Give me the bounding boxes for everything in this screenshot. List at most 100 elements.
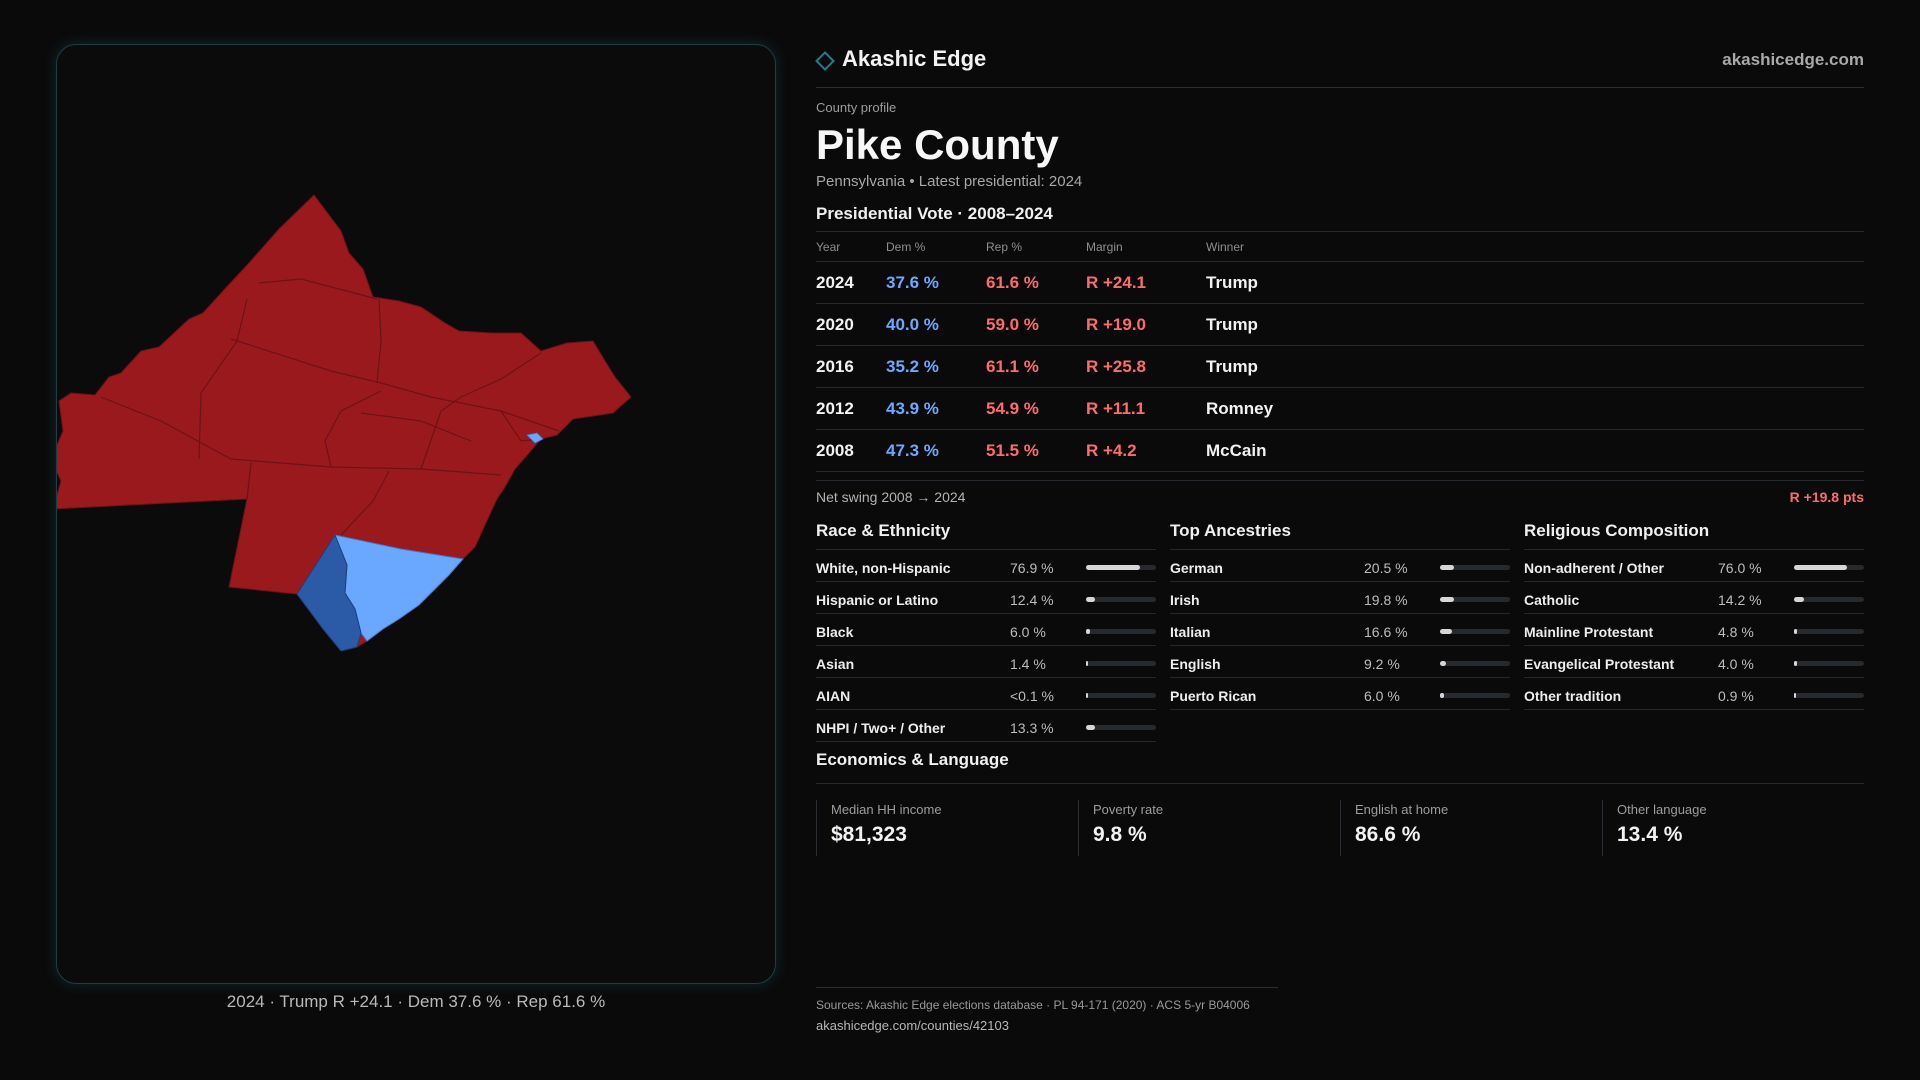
list-item: Catholic 14.2 %: [1524, 582, 1864, 614]
list-item: Puerto Rican 6.0 %: [1170, 678, 1510, 710]
col-header-rep: Rep %: [986, 239, 1023, 254]
demo-label: Irish: [1170, 592, 1200, 608]
cell-dem: 43.9 %: [886, 398, 939, 418]
map-region-dem-dark[interactable]: [296, 533, 362, 652]
demo-value: 9.2 %: [1364, 656, 1400, 672]
profile-eyebrow: County profile: [816, 100, 897, 115]
demo-label: English: [1170, 656, 1221, 672]
demo-bar-track: [1794, 597, 1864, 602]
demo-bar-fill: [1440, 693, 1444, 698]
economics-section-title: Economics & Language: [816, 750, 1864, 784]
list-item: German 20.5 %: [1170, 550, 1510, 582]
net-swing-label: Net swing 2008 → 2024: [816, 489, 966, 505]
econ-other-language: Other language 13.4 %: [1602, 800, 1864, 856]
map-region-dem-small[interactable]: [526, 432, 544, 444]
list-item: Mainline Protestant 4.8 %: [1524, 614, 1864, 646]
cell-rep: 59.0 %: [986, 314, 1039, 334]
demo-value: 12.4 %: [1010, 592, 1054, 608]
cell-rep: 61.6 %: [986, 272, 1039, 292]
econ-median-income: Median HH income $81,323: [816, 800, 1078, 856]
cell-dem: 47.3 %: [886, 440, 939, 460]
cell-winner: Romney: [1206, 398, 1274, 418]
cell-year: 2024: [816, 272, 854, 292]
cell-margin: R +24.1: [1086, 272, 1147, 292]
demo-label: German: [1170, 560, 1223, 576]
demo-value: 76.0 %: [1718, 560, 1762, 576]
religion-section-title: Religious Composition: [1524, 520, 1864, 550]
list-item: Irish 19.8 %: [1170, 582, 1510, 614]
list-item: English 9.2 %: [1170, 646, 1510, 678]
econ-value: 86.6 %: [1355, 823, 1421, 846]
cell-rep: 51.5 %: [986, 440, 1039, 460]
demo-value: 14.2 %: [1718, 592, 1762, 608]
economics-grid: Median HH income $81,323 Poverty rate 9.…: [816, 800, 1864, 856]
list-item: Other tradition 0.9 %: [1524, 678, 1864, 710]
demo-bar-track: [1086, 725, 1156, 730]
demo-value: 0.9 %: [1718, 688, 1754, 704]
econ-label: English at home: [1355, 802, 1449, 817]
race-section-title: Race & Ethnicity: [816, 520, 1156, 550]
demo-bar-fill: [1086, 661, 1088, 666]
demo-bar-track: [1086, 661, 1156, 666]
cell-winner: Trump: [1206, 314, 1258, 334]
demo-bar-track: [1086, 597, 1156, 602]
demo-value: 6.0 %: [1010, 624, 1046, 640]
demo-bar-fill: [1440, 597, 1454, 602]
econ-label: Median HH income: [831, 802, 942, 817]
vote-table-header: Year Dem % Rep % Margin Winner: [816, 232, 1864, 262]
cell-margin: R +4.2: [1086, 440, 1137, 460]
sources-url[interactable]: akashicedge.com/counties/42103: [816, 1018, 1009, 1033]
religion-section: Religious Composition Non-adherent / Oth…: [1524, 520, 1864, 710]
demo-label: AIAN: [816, 688, 851, 704]
cell-margin: R +25.8: [1086, 356, 1147, 376]
demo-bar-track: [1794, 661, 1864, 666]
demo-value: 4.0 %: [1718, 656, 1754, 672]
demo-label: Non-adherent / Other: [1524, 560, 1665, 576]
cell-dem: 35.2 %: [886, 356, 939, 376]
sources-text: Sources: Akashic Edge elections database…: [816, 998, 1250, 1012]
demo-bar-track: [1440, 629, 1510, 634]
demo-value: 6.0 %: [1364, 688, 1400, 704]
demo-value: <0.1 %: [1010, 688, 1054, 704]
cell-year: 2008: [816, 440, 854, 460]
net-swing-value: R +19.8 pts: [1789, 489, 1864, 505]
demo-label: Black: [816, 624, 854, 640]
ancestry-section: Top Ancestries German 20.5 % Irish 19.8 % It…: [1170, 520, 1510, 710]
diamond-logo-icon: [815, 51, 835, 71]
cell-year: 2020: [816, 314, 854, 334]
demo-label: Other tradition: [1524, 688, 1622, 704]
table-row: 2012 43.9 % 54.9 % R +11.1 Romney: [816, 388, 1864, 430]
econ-value: 13.4 %: [1617, 823, 1683, 846]
list-item: Asian 1.4 %: [816, 646, 1156, 678]
demo-label: Hispanic or Latino: [816, 592, 939, 608]
demo-bar-fill: [1440, 661, 1446, 666]
demo-label: White, non-Hispanic: [816, 560, 951, 576]
cell-dem: 37.6 %: [886, 272, 939, 292]
econ-english-at-home: English at home 86.6 %: [1340, 800, 1602, 856]
demo-label: Italian: [1170, 624, 1211, 640]
cell-year: 2016: [816, 356, 854, 376]
sources-footer: Sources: Akashic Edge elections database…: [816, 987, 1278, 1033]
demo-bar-track: [1440, 661, 1510, 666]
demo-bar-fill: [1086, 629, 1090, 634]
demo-label: Evangelical Protestant: [1524, 656, 1675, 672]
demo-bar-fill: [1086, 725, 1095, 730]
race-section: Race & Ethnicity White, non-Hispanic 76.9…: [816, 520, 1156, 742]
demo-label: Puerto Rican: [1170, 688, 1257, 704]
demo-bar-fill: [1086, 597, 1095, 602]
demo-value: 13.3 %: [1010, 720, 1054, 736]
net-swing-row: Net swing 2008 → 2024 R +19.8 pts: [816, 480, 1864, 510]
demo-bar-fill: [1794, 565, 1847, 570]
page-title: Pike County: [816, 121, 1059, 168]
col-header-margin: Margin: [1086, 239, 1123, 254]
cell-rep: 61.1 %: [986, 356, 1039, 376]
list-item: Non-adherent / Other 76.0 %: [1524, 550, 1864, 582]
cell-winner: Trump: [1206, 272, 1258, 292]
demo-bar-fill: [1440, 565, 1454, 570]
brand-url[interactable]: akashicedge.com: [1722, 50, 1864, 69]
demo-bar-fill: [1794, 629, 1797, 634]
list-item: Black 6.0 %: [816, 614, 1156, 646]
demo-bar-fill: [1794, 661, 1797, 666]
demo-value: 76.9 %: [1010, 560, 1054, 576]
demo-bar-fill: [1794, 693, 1796, 698]
